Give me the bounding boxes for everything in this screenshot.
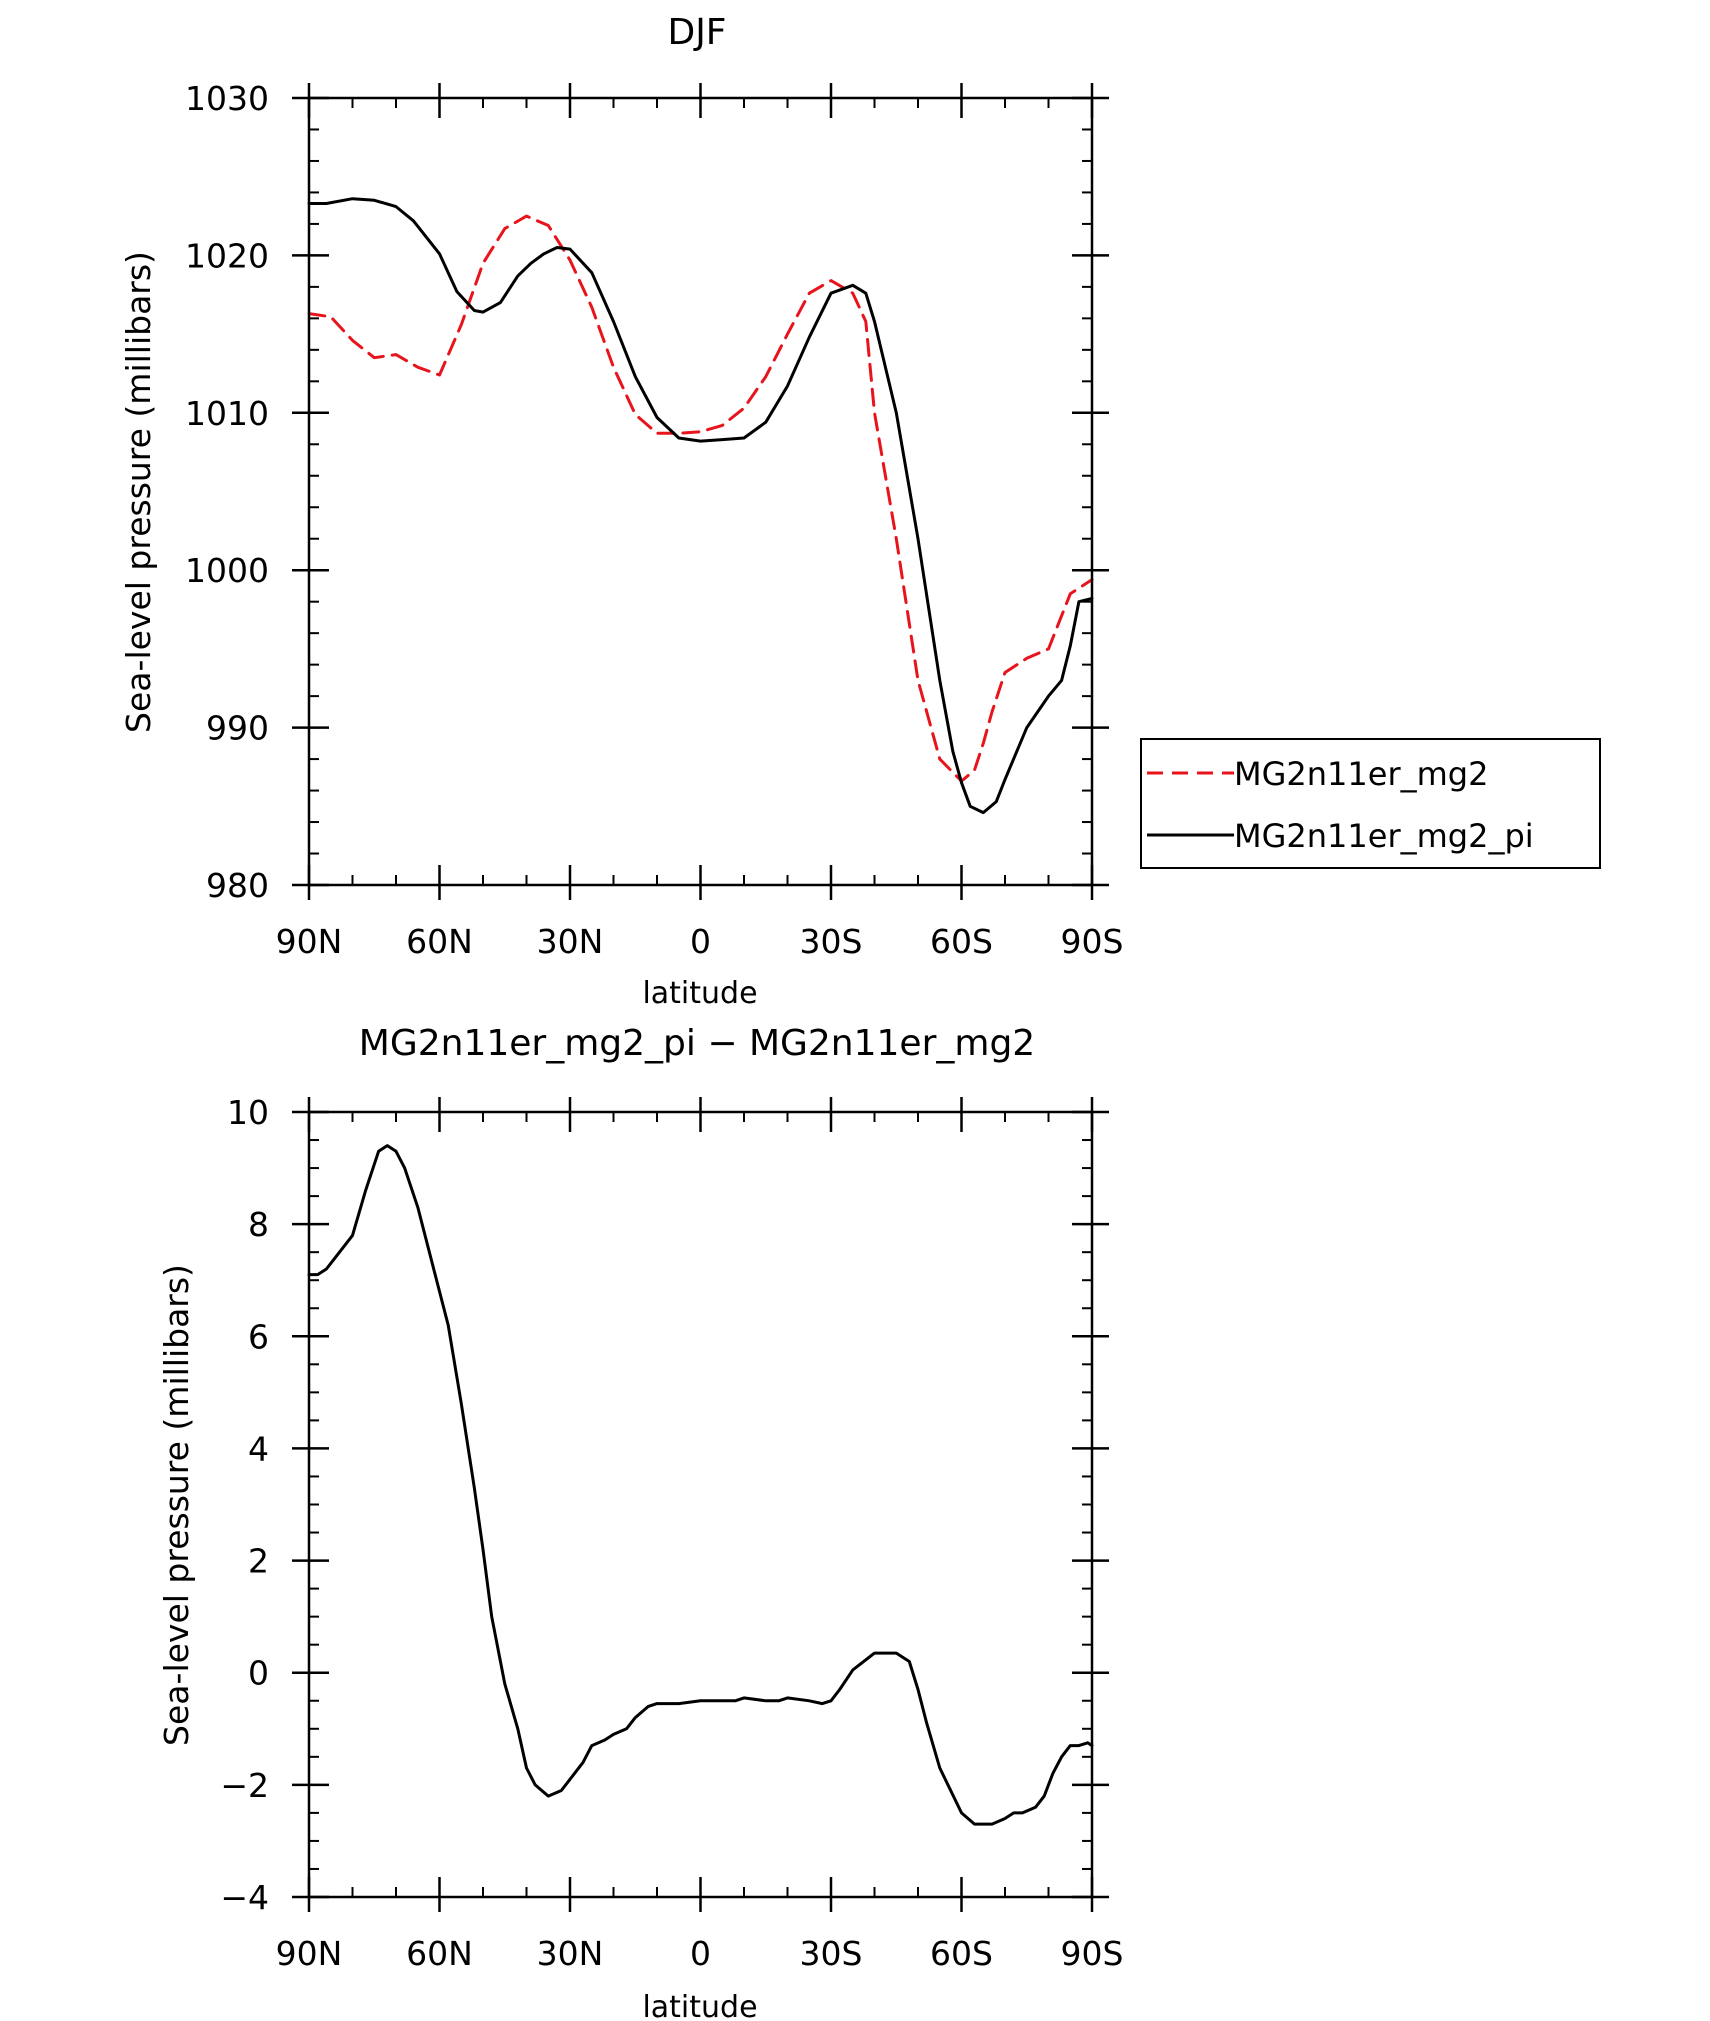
legend-label-mg2: MG2n11er_mg2: [1234, 755, 1488, 793]
y-axis-label: Sea-level pressure (millibars): [157, 1264, 196, 1746]
x-tick-label: 90N: [276, 922, 343, 961]
y-tick-label: 1020: [185, 236, 269, 275]
x-tick-label: 90S: [1061, 1934, 1124, 1973]
x-axis-label: latitude: [642, 1990, 757, 2021]
y-tick-labels: 980 990 1000 1010 1020 1030: [185, 79, 269, 905]
chart-panel-djf: DJF 90N 60N 30N 0 30S 60S 90S 980 990 1000 1010 10…: [119, 12, 1601, 1011]
x-tick-label: 60N: [406, 1934, 473, 1973]
y-tick-label: 10: [227, 1093, 269, 1132]
y-tick-label: 4: [248, 1429, 269, 1468]
y-tick-label: −4: [220, 1878, 269, 1917]
y-tick-label: 2: [248, 1542, 269, 1581]
y-axis-label: Sea-level pressure (millibars): [119, 251, 158, 733]
plot-frame: [307, 1110, 1094, 1899]
series-lines: [307, 1144, 1094, 1826]
legend: MG2n11er_mg2 MG2n11er_mg2_pi: [1140, 738, 1601, 869]
y-tick-label: 8: [248, 1205, 269, 1244]
y-tick-label: 1010: [185, 394, 269, 433]
x-tick-labels: 90N 60N 30N 0 30S 60S 90S: [276, 1934, 1124, 1973]
chart-title: MG2n11er_mg2_pi − MG2n11er_mg2: [359, 1023, 1035, 1064]
y-tick-label: 1000: [185, 551, 269, 590]
x-tick-label: 30N: [537, 922, 604, 961]
x-tick-label: 60S: [930, 1934, 993, 1973]
chart-title: DJF: [667, 12, 726, 53]
plot-frame: [307, 96, 1094, 887]
series-line-mg2n11er-mg2: [307, 214, 1094, 783]
y-tick-label: 0: [248, 1654, 269, 1693]
y-tick-labels: −4 −2 0 2 4 6 8 10: [220, 1093, 269, 1917]
y-tick-label: 980: [206, 866, 269, 905]
x-tick-label: 30S: [800, 922, 863, 961]
y-tick-label: 1030: [185, 79, 269, 118]
y-tick-label: 990: [206, 709, 269, 748]
y-tick-label: 6: [248, 1317, 269, 1356]
series-line-difference: [307, 1144, 1094, 1826]
x-tick-label: 60S: [930, 922, 993, 961]
x-axis-label: latitude: [642, 976, 757, 1011]
x-tick-label: 30N: [537, 1934, 604, 1973]
x-tick-label: 90N: [276, 1934, 343, 1973]
x-tick-label: 0: [690, 922, 711, 961]
x-tick-label: 90S: [1061, 922, 1124, 961]
axis-ticks: [292, 1097, 1109, 1912]
y-tick-label: −2: [220, 1766, 269, 1805]
series-line-mg2n11er-mg2-pi: [307, 197, 1094, 815]
chart-panel-difference: MG2n11er_mg2_pi − MG2n11er_mg2 90N 60N 30N…: [157, 1023, 1123, 2021]
x-tick-label: 60N: [406, 922, 473, 961]
legend-label-mg2-pi: MG2n11er_mg2_pi: [1234, 817, 1534, 855]
x-tick-label: 0: [690, 1934, 711, 1973]
x-tick-labels: 90N 60N 30N 0 30S 60S 90S: [276, 922, 1124, 961]
x-tick-label: 30S: [800, 1934, 863, 1973]
legend-box: [1140, 738, 1601, 869]
series-lines: [307, 197, 1094, 815]
